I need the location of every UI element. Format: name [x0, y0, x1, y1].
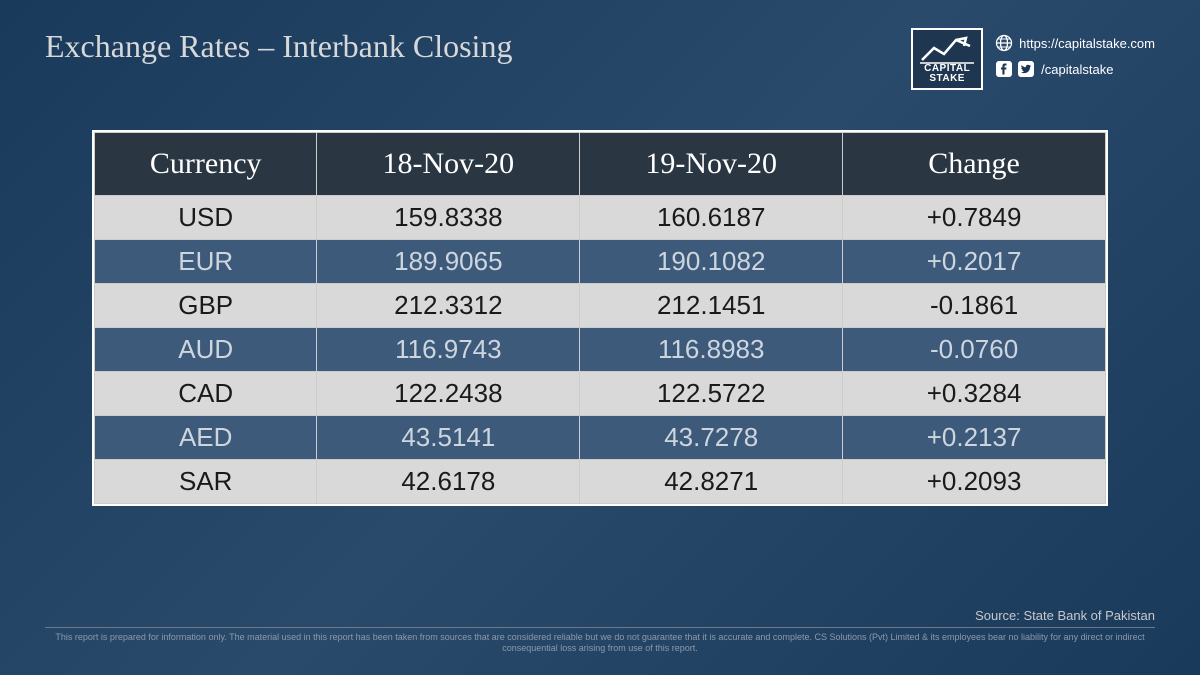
cell-change: -0.1861	[843, 284, 1106, 328]
cell-d1: 43.5141	[317, 416, 580, 460]
rates-table: Currency 18-Nov-20 19-Nov-20 Change USD1…	[94, 132, 1106, 504]
cell-d2: 160.6187	[580, 196, 843, 240]
table-row: GBP212.3312212.1451-0.1861	[95, 284, 1106, 328]
website-row: https://capitalstake.com	[995, 34, 1155, 52]
cell-currency: AUD	[95, 328, 317, 372]
cell-currency: EUR	[95, 240, 317, 284]
footer-divider	[45, 627, 1155, 628]
table-header-row: Currency 18-Nov-20 19-Nov-20 Change	[95, 133, 1106, 196]
disclaimer-text: This report is prepared for information …	[45, 632, 1155, 655]
page-title: Exchange Rates – Interbank Closing	[45, 28, 512, 65]
col-header-date2: 19-Nov-20	[580, 133, 843, 196]
logo-chart-icon	[920, 34, 974, 64]
cell-d2: 42.8271	[580, 460, 843, 504]
brand-area: CAPITAL STAKE https://capitalstake.com	[911, 28, 1155, 90]
cell-currency: CAD	[95, 372, 317, 416]
table-row: AED43.514143.7278+0.2137	[95, 416, 1106, 460]
cell-change: +0.7849	[843, 196, 1106, 240]
cell-change: +0.3284	[843, 372, 1106, 416]
cell-d1: 189.9065	[317, 240, 580, 284]
cell-d2: 190.1082	[580, 240, 843, 284]
cell-currency: USD	[95, 196, 317, 240]
table-row: SAR42.617842.8271+0.2093	[95, 460, 1106, 504]
cell-change: +0.2017	[843, 240, 1106, 284]
cell-change: +0.2093	[843, 460, 1106, 504]
logo-text-line2: STAKE	[929, 74, 965, 84]
brand-logo: CAPITAL STAKE	[911, 28, 983, 90]
cell-d1: 122.2438	[317, 372, 580, 416]
cell-d1: 212.3312	[317, 284, 580, 328]
rates-table-container: Currency 18-Nov-20 19-Nov-20 Change USD1…	[92, 130, 1108, 506]
globe-icon	[995, 34, 1013, 52]
cell-currency: SAR	[95, 460, 317, 504]
table-row: CAD122.2438122.5722+0.3284	[95, 372, 1106, 416]
table-row: EUR189.9065190.1082+0.2017	[95, 240, 1106, 284]
cell-d2: 116.8983	[580, 328, 843, 372]
cell-change: +0.2137	[843, 416, 1106, 460]
cell-d2: 43.7278	[580, 416, 843, 460]
cell-currency: AED	[95, 416, 317, 460]
social-handle-row: /capitalstake	[995, 60, 1155, 78]
table-row: AUD116.9743116.8983-0.0760	[95, 328, 1106, 372]
cell-d1: 116.9743	[317, 328, 580, 372]
header: Exchange Rates – Interbank Closing CAPIT…	[0, 0, 1200, 90]
col-header-currency: Currency	[95, 133, 317, 196]
cell-currency: GBP	[95, 284, 317, 328]
footer: Source: State Bank of Pakistan This repo…	[0, 608, 1200, 675]
twitter-icon	[1017, 60, 1035, 78]
social-handle[interactable]: /capitalstake	[1041, 62, 1113, 77]
cell-d1: 159.8338	[317, 196, 580, 240]
table-row: USD159.8338160.6187+0.7849	[95, 196, 1106, 240]
website-link[interactable]: https://capitalstake.com	[1019, 36, 1155, 51]
social-icons-group	[995, 60, 1035, 78]
cell-d2: 212.1451	[580, 284, 843, 328]
cell-d2: 122.5722	[580, 372, 843, 416]
col-header-date1: 18-Nov-20	[317, 133, 580, 196]
facebook-icon	[995, 60, 1013, 78]
cell-d1: 42.6178	[317, 460, 580, 504]
cell-change: -0.0760	[843, 328, 1106, 372]
source-text: Source: State Bank of Pakistan	[45, 608, 1155, 623]
col-header-change: Change	[843, 133, 1106, 196]
social-links: https://capitalstake.com	[995, 28, 1155, 78]
